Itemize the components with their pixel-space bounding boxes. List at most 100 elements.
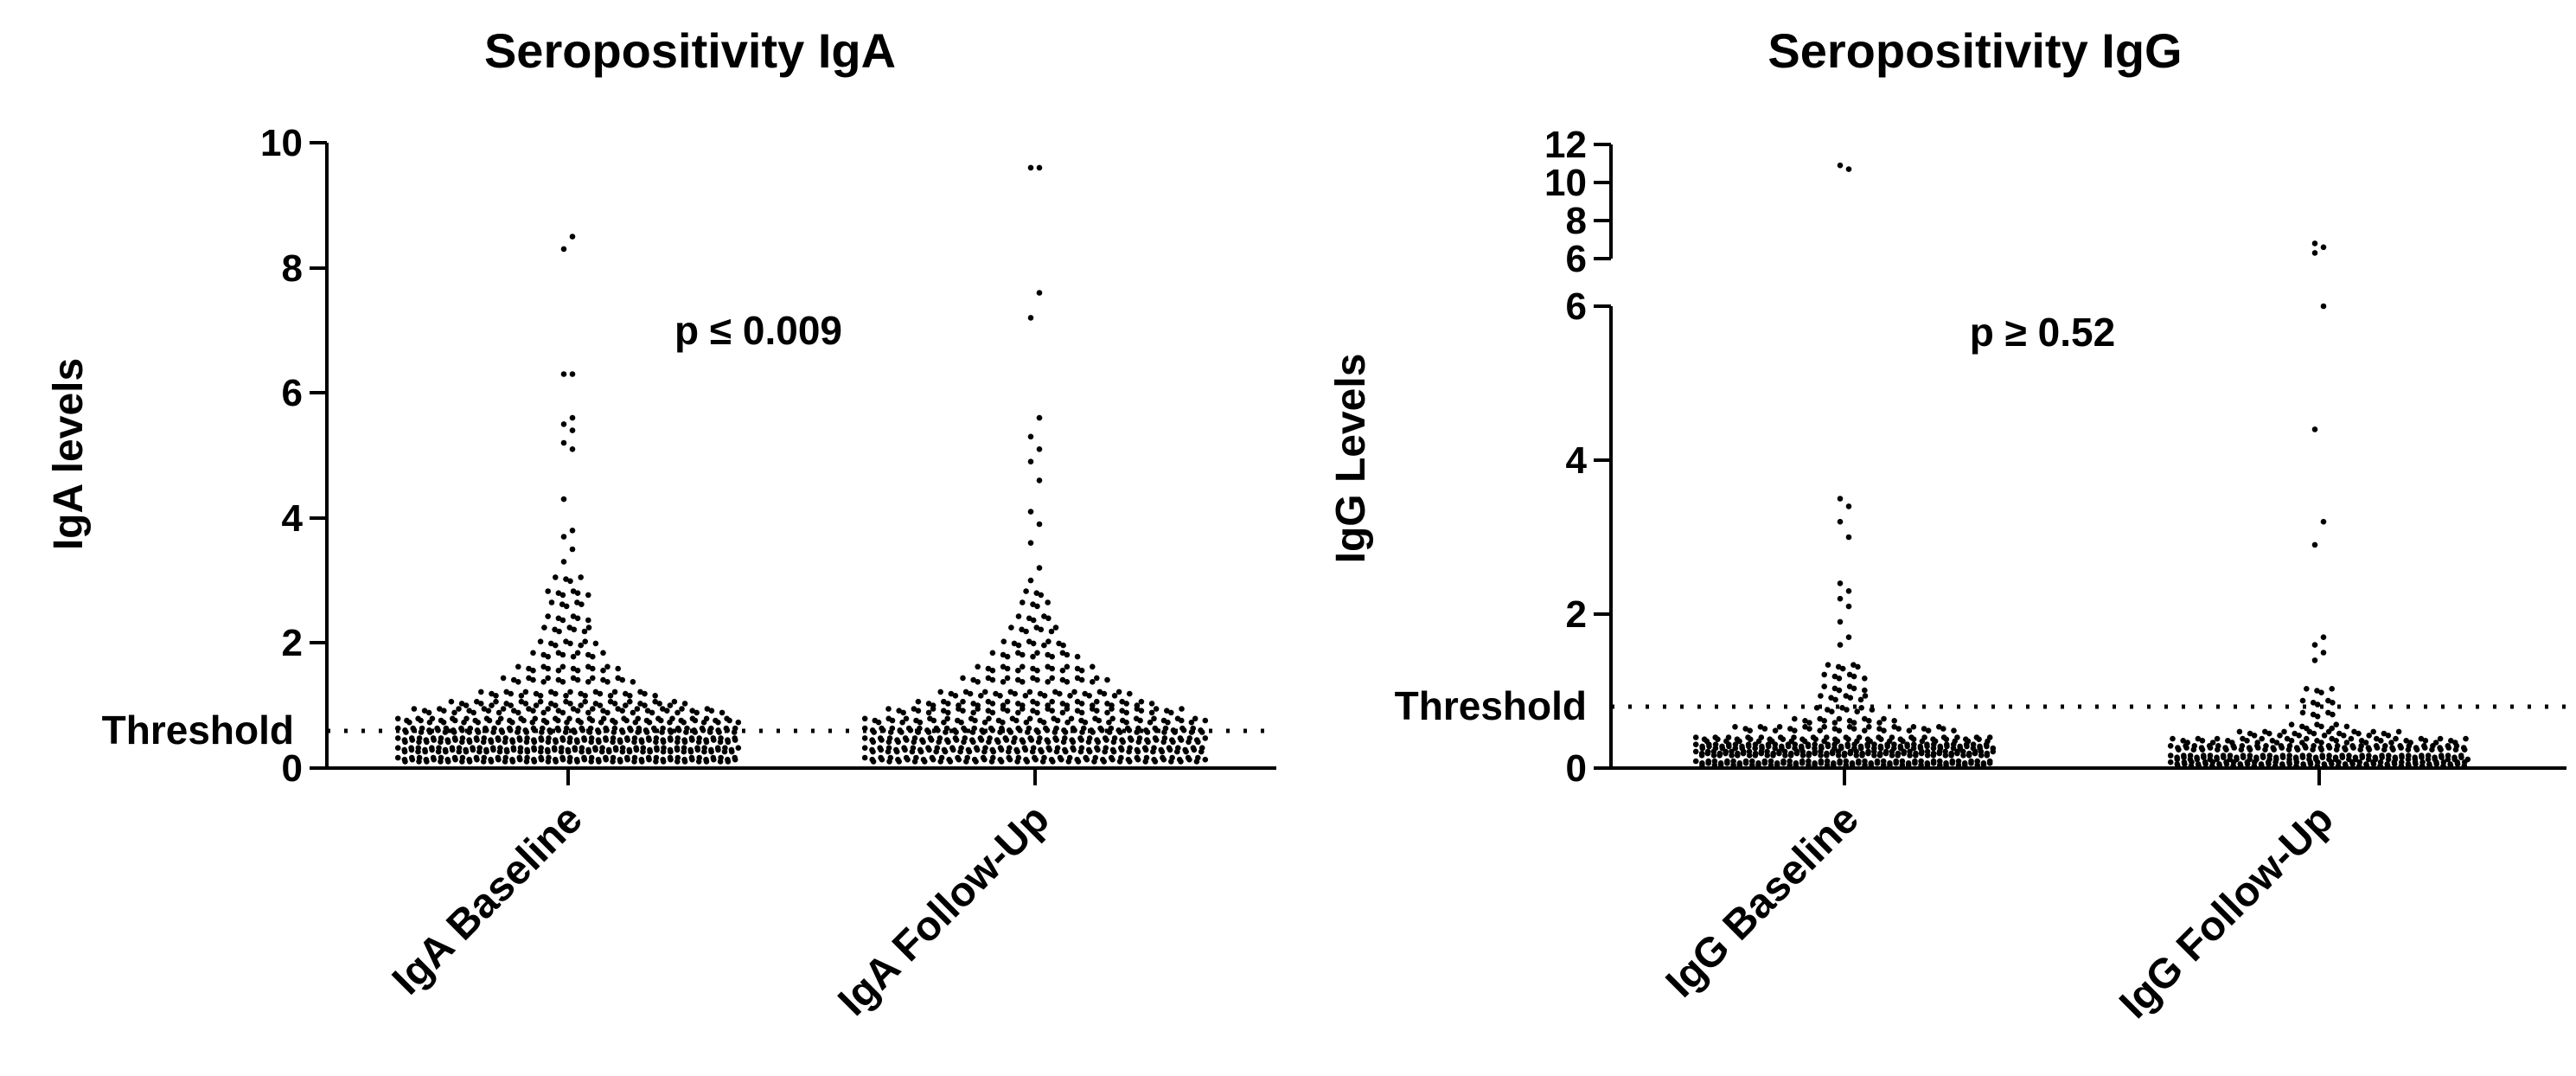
iga-followup-point (1127, 745, 1133, 751)
iga-followup-point (1104, 709, 1110, 716)
iga-baseline-point (441, 708, 447, 714)
iga-followup-point (1027, 164, 1034, 171)
iga-baseline-point (604, 727, 610, 733)
iga-baseline-point (615, 665, 621, 672)
iga-baseline-point (667, 702, 674, 708)
iga-baseline-point (530, 676, 536, 683)
iga-followup-point (1041, 642, 1047, 649)
igg-baseline-point (1907, 748, 1913, 755)
igg-followup-point (2209, 740, 2216, 746)
igg-baseline-point (1837, 642, 1844, 648)
igg-baseline-point (1862, 727, 1868, 733)
iga-followup-point (1202, 756, 1209, 763)
iga-followup-point (889, 717, 896, 724)
iga-baseline-point (425, 709, 432, 716)
iga-baseline-point (668, 737, 674, 743)
iga-baseline-point (403, 729, 409, 735)
iga-baseline-point (563, 693, 569, 699)
iga-baseline-point (661, 745, 667, 751)
iga-baseline-point (509, 759, 516, 765)
iga-followup-point (971, 725, 977, 732)
igg-followup-point (2244, 738, 2250, 744)
iga-baseline-point (540, 663, 547, 670)
iga-followup-point (958, 745, 964, 751)
iga-baseline-point (437, 706, 443, 712)
iga-followup-point (1119, 698, 1125, 705)
iga-followup-point (1094, 675, 1100, 682)
igg-baseline-point (1857, 696, 1864, 703)
iga-followup-point (922, 759, 928, 765)
igg-followup-point (2422, 738, 2429, 744)
iga-baseline-point (429, 746, 435, 753)
iga-followup-point (926, 746, 932, 753)
iga-followup-point (1045, 638, 1051, 644)
iga-followup-point (1074, 675, 1081, 682)
igg-followup-point (2454, 761, 2461, 767)
iga-followup-point (1074, 698, 1081, 705)
iga-baseline-point (626, 748, 633, 755)
igg-baseline-point (1944, 743, 1950, 750)
igg-baseline-point (1968, 760, 1974, 766)
iga-followup-point (1020, 739, 1026, 746)
iga-baseline-point (613, 746, 619, 753)
iga-baseline-point (585, 617, 591, 624)
iga-followup-point (989, 701, 996, 707)
igg-baseline-point (1703, 738, 1710, 745)
iga-baseline-point (689, 756, 695, 763)
igg-baseline-point (1845, 603, 1852, 610)
iga-followup-point (956, 756, 962, 763)
igg-baseline-point (1912, 760, 1918, 766)
iga-baseline-point (552, 746, 558, 753)
iga-followup-point (936, 735, 943, 741)
igg-baseline-point (1824, 753, 1830, 759)
igg-baseline-point (1774, 762, 1780, 768)
iga-followup-point (917, 748, 924, 755)
iga-baseline-point (716, 729, 722, 735)
iga-followup-point (1026, 715, 1033, 722)
igg-y-tick-label: 0 (1566, 747, 1587, 790)
iga-baseline-point (652, 727, 658, 733)
iga-data-points (394, 164, 1209, 765)
igg-followup-point (2451, 756, 2458, 763)
iga-followup-point (1154, 727, 1160, 733)
igg-baseline-point (1819, 745, 1825, 752)
iga-followup-point (1046, 746, 1053, 753)
igg-followup-point (2440, 759, 2447, 765)
igg-baseline-point (1732, 741, 1739, 747)
igg-baseline-point (1851, 726, 1857, 732)
iga-followup-point (1074, 653, 1081, 660)
iga-followup-point (1096, 689, 1103, 695)
iga-baseline-point (681, 719, 687, 726)
iga-x-ticks: IgA Baseline IgA Follow-Up (384, 768, 1058, 1025)
iga-followup-point (1138, 708, 1145, 714)
iga-followup-point (1123, 709, 1129, 716)
igg-baseline-point (1825, 662, 1831, 668)
iga-followup-point (1024, 759, 1031, 765)
iga-baseline-point (574, 667, 581, 674)
iga-baseline-point (604, 663, 610, 670)
igg-baseline-point (1930, 760, 1937, 766)
igg-followup-point (2326, 753, 2332, 759)
iga-baseline-point (689, 708, 695, 714)
iga-baseline-point (495, 709, 502, 716)
igg-followup-point (2422, 745, 2428, 751)
iga-baseline-point (590, 675, 596, 682)
iga-baseline-point (679, 706, 685, 712)
iga-baseline-point (508, 690, 514, 697)
igg-followup-point (2343, 746, 2349, 753)
iga-followup-point (1090, 663, 1096, 670)
iga-baseline-point (497, 745, 503, 751)
igg-category-label: IgG Baseline (1658, 796, 1868, 1006)
igg-followup-point (2216, 763, 2223, 769)
igg-baseline-point (1851, 720, 1857, 726)
iga-followup-point (1202, 735, 1209, 741)
igg-followup-point (2320, 634, 2327, 640)
igg-baseline-point (1910, 724, 1917, 730)
iga-baseline-point (456, 745, 463, 751)
igg-baseline-point (1877, 745, 1884, 752)
igg-followup-point (2326, 745, 2333, 751)
iga-baseline-point (660, 706, 666, 712)
iga-baseline-point (722, 745, 728, 751)
iga-followup-point (1035, 729, 1041, 735)
iga-followup-point (973, 759, 979, 765)
